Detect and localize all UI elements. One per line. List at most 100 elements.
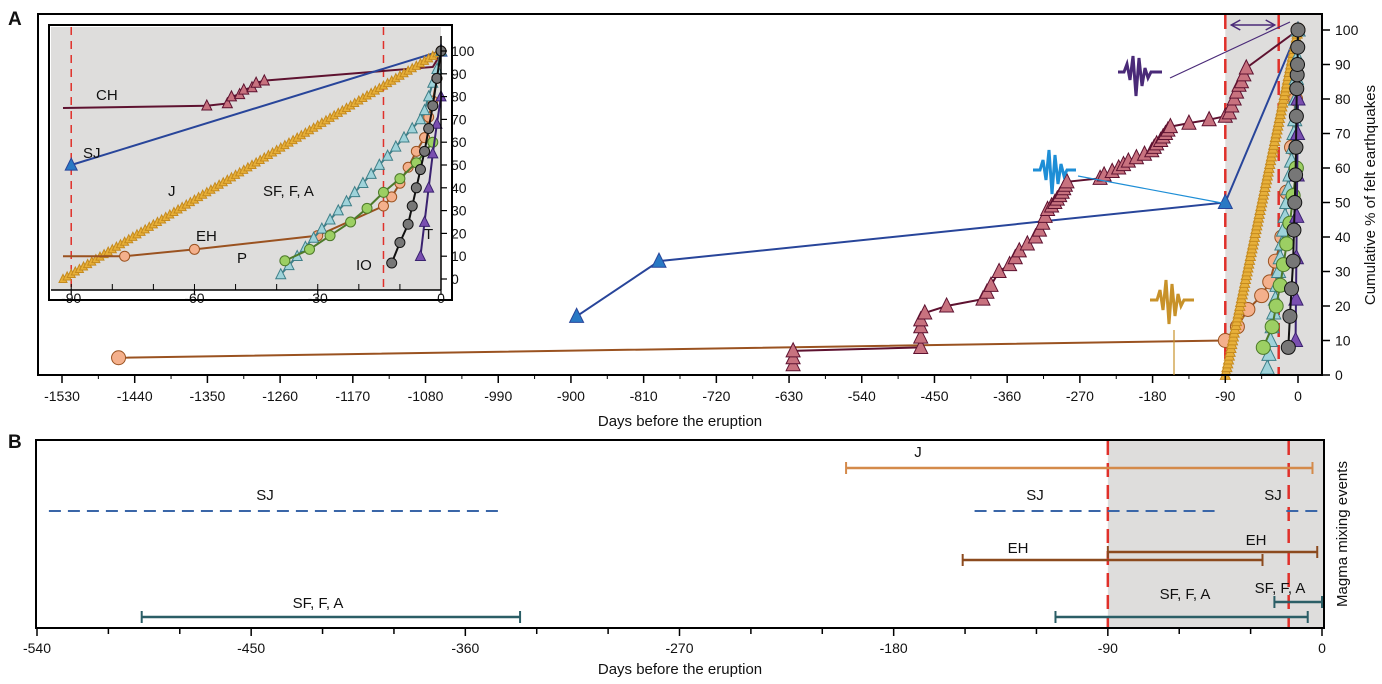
panel-a-point-p [1264, 319, 1280, 335]
panel-a-point-eh [111, 350, 127, 366]
panel-a-series [111, 20, 1306, 380]
panel-b-dashed-lines [1106, 441, 1290, 627]
inset-axes: 0 10 20 30 40 50 60 70 80 90 100 -90 -60 -30 0 [51, 36, 475, 306]
x-tick-label: -1350 [190, 388, 226, 404]
inset-point-ch [221, 96, 234, 109]
inset-point-p [427, 136, 439, 148]
inset-frame [48, 24, 453, 301]
panel-a-point-io [1284, 281, 1300, 297]
panel-a-point-ch [785, 341, 801, 358]
x-tick-label: 0 [1294, 388, 1302, 404]
panel-a-point-io [1288, 139, 1304, 155]
panel-b-range-label: SF, F, A [293, 595, 344, 612]
inset-point-eh [119, 250, 131, 262]
panel-b-shaded-region [1107, 441, 1323, 627]
inset-point-io [419, 145, 431, 157]
panel-a-point-eh [1254, 288, 1270, 304]
inset-point-sf [389, 139, 402, 152]
inset-point-io [402, 218, 414, 230]
inset-y-tick-label: 30 [451, 203, 467, 219]
panel-a: -1530 -1440 -1350 -1260 -1170 -1080 -990 -900 -8… [8, 9, 1379, 430]
panel-a-point-ch [983, 276, 999, 292]
panel-a-point-t [1289, 124, 1306, 141]
inset-point-ch [258, 73, 271, 86]
x-tick-label: -360 [993, 388, 1021, 404]
panel-a-y-axis-label: Cumulative % of felt earthquakes [1362, 85, 1379, 305]
x-tick-label: -990 [484, 388, 512, 404]
panel-b-range-label: SJ [1026, 487, 1044, 504]
seismogram-gold-icon [1150, 279, 1194, 375]
inset-point-p [324, 230, 336, 242]
x-tick-label: -270 [1066, 388, 1094, 404]
panel-a-point-t [1288, 289, 1304, 306]
inset-y-tick-label: 40 [451, 180, 467, 196]
x-tick-label: -450 [920, 388, 948, 404]
y-tick-label: 90 [1335, 57, 1351, 73]
panel-a-y-ticks: 0 10 20 30 40 50 60 70 80 90 100 [1322, 22, 1359, 383]
panel-a-point-sj [1217, 193, 1234, 210]
x-tick-label: -630 [775, 388, 803, 404]
inset-y-tick-label: 10 [451, 248, 467, 264]
panel-a-point-io [1282, 308, 1298, 324]
inset-point-eh [402, 161, 414, 173]
panel-a-point-ch [1201, 110, 1217, 127]
inset-y-tick-label: 20 [451, 225, 467, 241]
inset-series [58, 42, 448, 283]
inset-y-tick-label: 60 [451, 134, 467, 150]
x-tick-label: -180 [1139, 388, 1167, 404]
inset-point-io [414, 164, 426, 176]
panel-a-point-ch [938, 296, 955, 313]
panel-a-point-io [1286, 222, 1302, 238]
inset-x-tick-label: 0 [437, 290, 445, 306]
panel-b-x-tick-label: -270 [665, 640, 693, 656]
inset-point-ch [237, 82, 250, 95]
panel-b-x-tick-label: -360 [451, 640, 479, 656]
y-tick-label: 50 [1335, 195, 1351, 211]
inset-point-io [406, 200, 418, 212]
arrow-head-right [1265, 19, 1277, 31]
y-tick-label: 40 [1335, 229, 1351, 245]
inset-point-sf [398, 130, 410, 143]
panel-b-x-tick-label: -450 [237, 640, 265, 656]
inset-point-sf [373, 158, 386, 170]
inset-point-sf [381, 149, 394, 161]
x-tick-label: -900 [557, 388, 585, 404]
panel-b-range-label: SF, F, A [1160, 586, 1211, 603]
inset-point-t [418, 215, 431, 227]
inset-point-eh [377, 200, 389, 212]
inset-chart: 0 10 20 30 40 50 60 70 80 90 100 -90 -60 -30 0 CH SJ J… [48, 24, 475, 306]
y-tick-label: 70 [1335, 126, 1351, 142]
inset-point-p [279, 255, 291, 267]
panel-a-point-ch [1238, 58, 1255, 75]
panel-a-x-ticks: -1530 -1440 -1350 -1260 -1170 -1080 -990 -900 -8… [44, 375, 1302, 404]
double-arrow-icon [1229, 19, 1277, 31]
inset-label-p: P [237, 250, 247, 267]
inset-y-tick-label: 0 [451, 271, 459, 287]
panel-a-x-axis-label: Days before the eruption [598, 413, 762, 430]
x-tick-label: -720 [702, 388, 730, 404]
inset-point-p [377, 186, 389, 198]
inset-point-sf [316, 221, 328, 234]
inset-point-io [423, 123, 435, 135]
inset-point-p [304, 243, 316, 255]
panel-a-point-sj [651, 251, 667, 268]
inset-point-io [386, 257, 398, 269]
inset-point-sf [406, 121, 419, 134]
panel-a-point-p [1268, 298, 1284, 314]
panel-b-bars: J SJ SJ SJ EH EH SF, F, A SF, F, A SF, F, A [48, 444, 1323, 623]
panel-b-x-tick-label: -540 [23, 640, 51, 656]
panel-a-point-p [1279, 236, 1295, 252]
inset-point-sf [422, 89, 435, 102]
x-tick-label: -1080 [408, 388, 444, 404]
panel-b-range-label: EH [1008, 540, 1029, 557]
y-tick-label: 20 [1335, 298, 1351, 314]
panel-a-label: A [8, 9, 22, 30]
inset-y-tick-label: 100 [451, 43, 475, 59]
y-tick-label: 10 [1335, 333, 1351, 349]
inset-point-t [431, 117, 443, 129]
inset-x-tick-label: -60 [184, 290, 204, 306]
panel-a-point-io [1290, 57, 1306, 72]
x-tick-label: -810 [630, 388, 658, 404]
panel-a-point-io [1288, 108, 1304, 124]
